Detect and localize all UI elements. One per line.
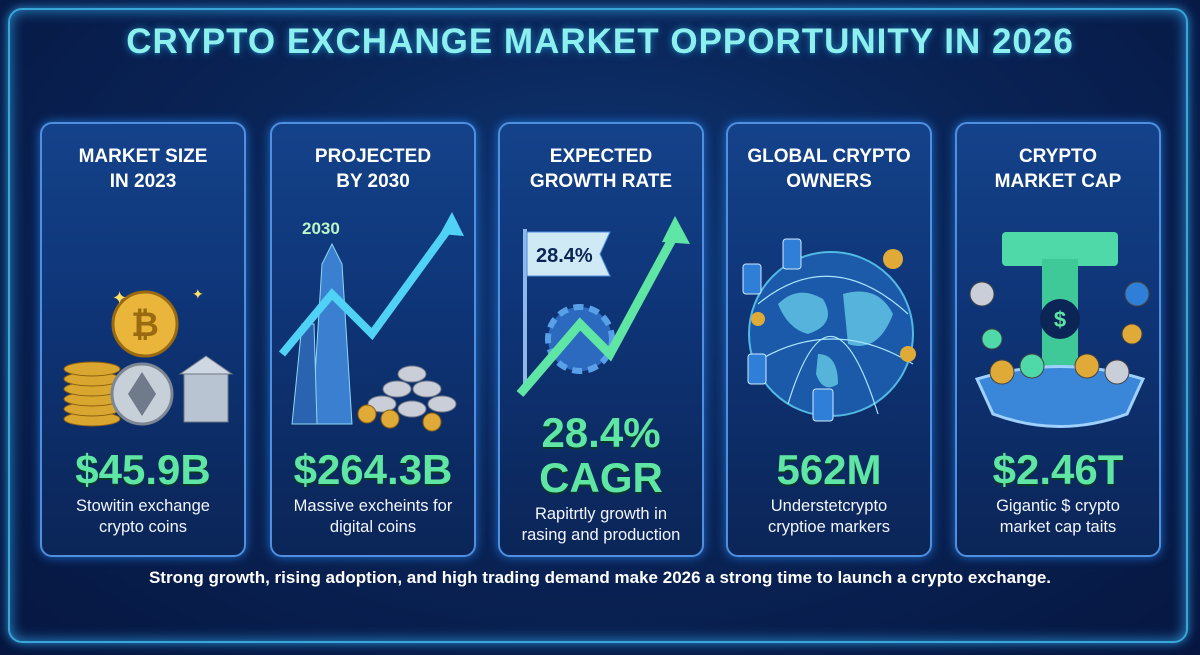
card-market-size-2023: MARKET SIZE IN 2023 ₿ ✦ ✦ $45.9B Stowitin … [40,122,246,557]
tether-bowl-icon: $ [969,232,1150,428]
year-label: 2030 [302,219,340,238]
card-heading: EXPECTED GROWTH RATE [529,146,673,192]
card-market-cap: CRYPTO MARKET CAP $ $2.46T Gigantic $ cry… [955,122,1161,557]
flag-label: 28.4% [536,245,593,267]
card-projected-2030: PROJECTED BY 2030 2030 $264.3B Massive ex… [270,122,476,557]
card-heading: CRYPTO MARKET CAP [994,146,1122,192]
infographic-frame [8,8,1188,643]
svg-text:₿: ₿ [131,306,159,344]
card-heading: PROJECTED BY 2030 [314,146,432,192]
card-growth-rate: EXPECTED GROWTH RATE 28.4% 28.4% CAGR Rap… [498,122,704,557]
globe-network-icon [742,238,916,422]
card-description: Gigantic $ crypto market cap taits [996,497,1120,536]
footer-summary: Strong growth, rising adoption, and high… [148,568,1052,587]
card-value: $264.3B [293,446,453,493]
card-heading: GLOBAL CRYPTO OWNERS [747,146,911,192]
svg-text:✦: ✦ [112,288,127,308]
coin-stack-icon: ₿ ✦ ✦ [63,286,234,427]
skyscraper-growth-icon: 2030 [278,212,464,432]
card-value-percent: 28.4% [541,409,661,456]
card-heading: MARKET SIZE IN 2023 [78,146,208,192]
growth-flag-gear-icon: 28.4% [516,216,690,397]
svg-text:$: $ [1054,307,1066,332]
card-value: 562M [776,446,882,493]
card-global-owners: GLOBAL CRYPTO OWNERS 562M Understetcrypto… [726,122,932,557]
svg-text:✦: ✦ [192,286,204,302]
card-value: $45.9B [75,446,211,493]
card-description: Rapitrtly growth in rasing and production [521,505,681,544]
card-value-cagr: CAGR [539,454,663,501]
card-value: $2.46T [992,446,1124,493]
page-title: CRYPTO EXCHANGE MARKET OPPORTUNITY IN 20… [126,22,1074,61]
card-description: Massive excheints for digital coins [293,497,453,536]
card-description: Stowitin exchange crypto coins [76,497,210,536]
card-description: Understetcrypto cryptioe markers [768,497,890,536]
